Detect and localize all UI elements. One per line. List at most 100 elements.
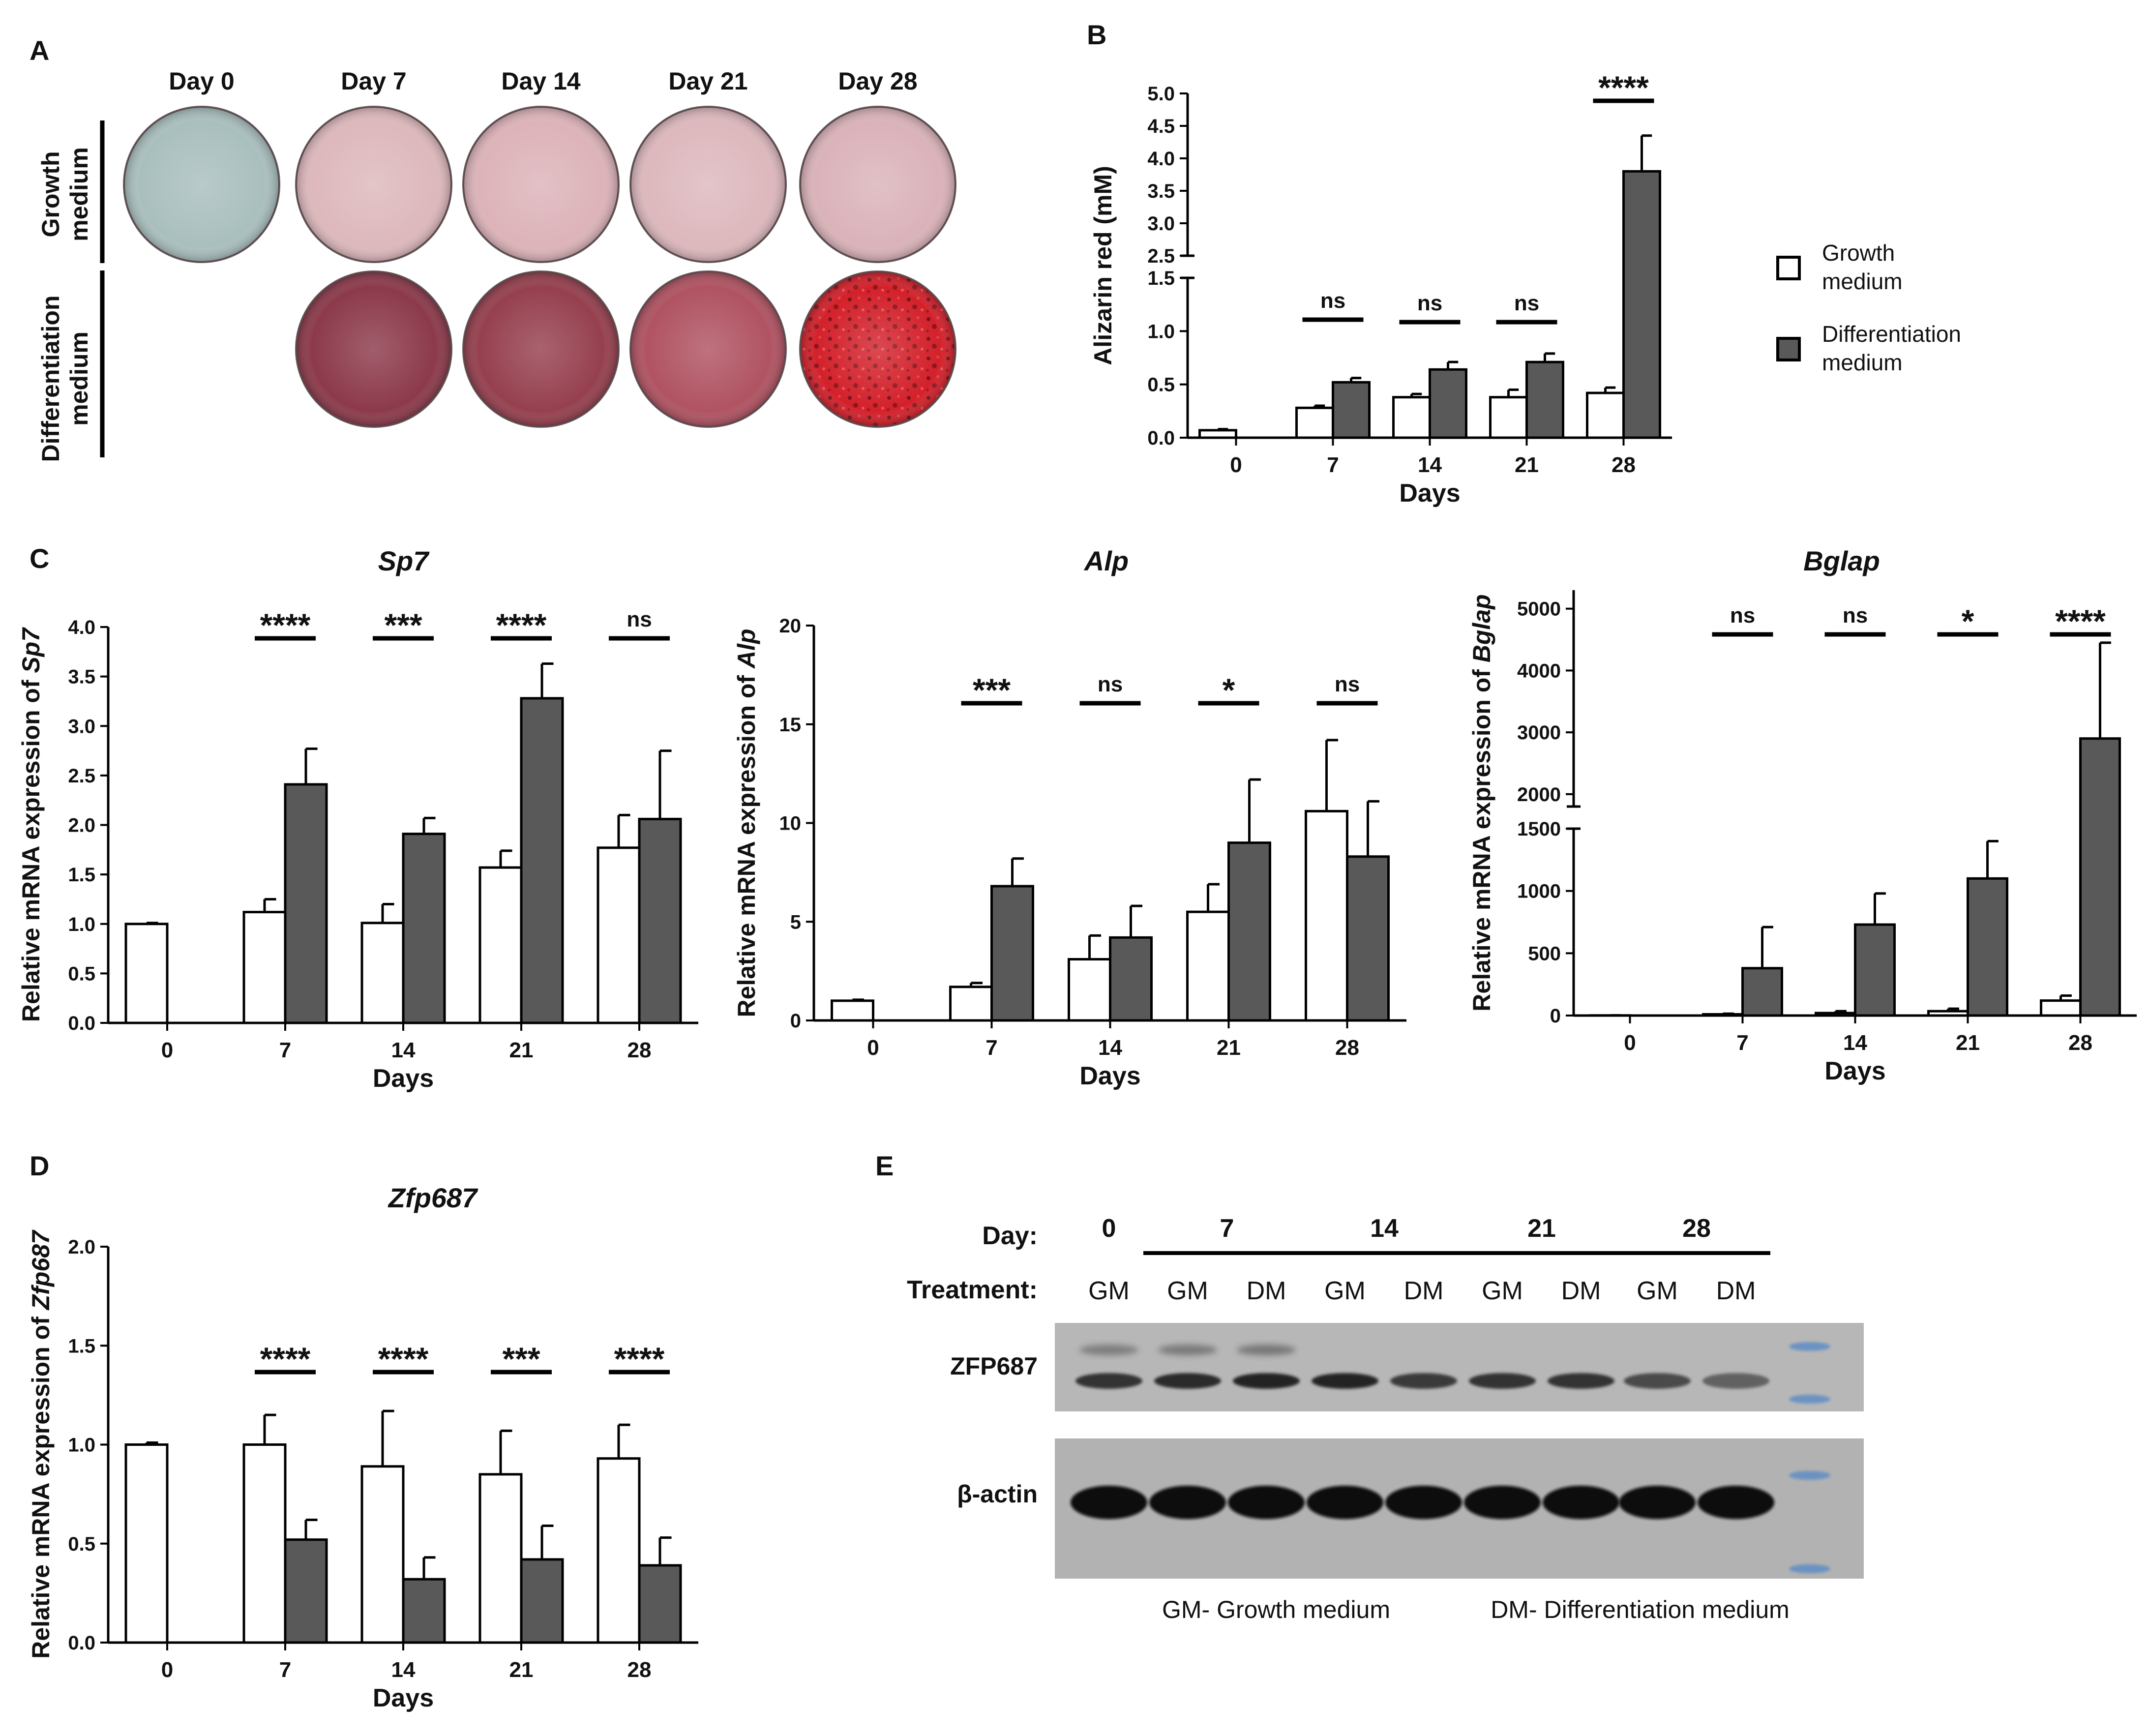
day-header: Day 14 bbox=[501, 67, 580, 95]
y-tick-label: 2.0 bbox=[68, 1236, 95, 1258]
bar-differentiation bbox=[990, 885, 1034, 1022]
bar-growth bbox=[124, 923, 169, 1024]
significance-label: **** bbox=[260, 1341, 311, 1377]
bar-growth bbox=[360, 1465, 405, 1644]
blot-treatment: DM bbox=[1247, 1277, 1286, 1305]
bar-differentiation bbox=[1227, 841, 1271, 1022]
x-tick-label: 7 bbox=[1736, 1031, 1748, 1055]
y-tick-label: 2.5 bbox=[68, 765, 95, 787]
y-axis-label: Relative mRNA expression of Zfp687 bbox=[27, 1229, 55, 1659]
x-axis-label: Days bbox=[373, 1064, 434, 1093]
x-tick-label: 0 bbox=[161, 1038, 173, 1062]
blot-day: 21 bbox=[1527, 1214, 1556, 1243]
band-beta-actin bbox=[1464, 1486, 1541, 1519]
bar-growth bbox=[597, 1457, 641, 1644]
x-tick-label: 7 bbox=[279, 1038, 291, 1062]
significance-label: ns bbox=[1098, 672, 1123, 696]
bar-growth bbox=[1586, 391, 1625, 439]
x-axis-label: Days bbox=[1079, 1062, 1140, 1090]
y-tick-label: 0.0 bbox=[68, 1632, 95, 1654]
x-tick-label: 7 bbox=[1327, 453, 1339, 477]
bar-growth bbox=[1927, 1010, 1969, 1017]
y-tick-label: 4.0 bbox=[68, 617, 95, 638]
culture-well-shade bbox=[800, 107, 955, 262]
bar-growth bbox=[949, 986, 993, 1022]
significance-label: **** bbox=[260, 607, 311, 643]
significance-label: **** bbox=[496, 607, 547, 643]
panel-e-western-blot: Day: Treatment: 0 7 14 21 28 GM GM DM GM DM GM DM GM DM… bbox=[907, 1214, 1864, 1623]
ladder-marker bbox=[1789, 1395, 1830, 1404]
bar-differentiation bbox=[1741, 967, 1783, 1017]
legend: Growth medium Differentiation medium bbox=[1776, 240, 1961, 375]
y-axis-label-text: Relative mRNA expression of bbox=[27, 1310, 55, 1658]
bar-growth bbox=[478, 866, 523, 1024]
significance-label: ns bbox=[1730, 603, 1755, 628]
bar-growth bbox=[360, 922, 405, 1024]
bar-growth bbox=[1186, 910, 1230, 1022]
culture-well-shade bbox=[463, 107, 619, 262]
y-axis-label-gene: Sp7 bbox=[17, 627, 45, 673]
band-zfp687 bbox=[1233, 1373, 1300, 1389]
y-tick-label: 2.0 bbox=[68, 815, 95, 837]
x-tick-label: 14 bbox=[1098, 1036, 1122, 1060]
y-tick-label: 500 bbox=[1528, 943, 1561, 964]
culture-well-shade bbox=[630, 271, 786, 427]
y-tick-label: 3.5 bbox=[68, 666, 95, 688]
x-tick-label: 28 bbox=[1612, 453, 1636, 477]
significance-label: **** bbox=[2055, 603, 2106, 639]
y-tick-label: 0.5 bbox=[68, 1533, 95, 1555]
bar-differentiation bbox=[638, 1564, 682, 1644]
x-tick-label: 0 bbox=[867, 1036, 879, 1060]
culture-well-shade bbox=[296, 271, 451, 427]
row-label: Growthmedium bbox=[37, 147, 93, 241]
blot-treatment: GM bbox=[1482, 1277, 1523, 1305]
blot-treatment: DM bbox=[1561, 1277, 1601, 1305]
legend-label-line: Growth bbox=[1822, 240, 1895, 266]
day-header: Day 21 bbox=[668, 67, 747, 95]
blot-day: 14 bbox=[1370, 1214, 1399, 1243]
bar-differentiation bbox=[520, 697, 564, 1024]
y-tick-label: 0.5 bbox=[68, 963, 95, 985]
x-tick-label: 0 bbox=[1230, 453, 1242, 477]
blot-day-label: Day: bbox=[982, 1222, 1038, 1250]
y-tick-label: 1500 bbox=[1517, 818, 1561, 840]
legend-swatch bbox=[1776, 256, 1801, 280]
x-tick-label: 0 bbox=[1624, 1031, 1636, 1055]
blot-treatment: GM bbox=[1167, 1277, 1208, 1305]
x-tick-label: 21 bbox=[1515, 453, 1539, 477]
y-axis-label-gene: Zfp687 bbox=[27, 1229, 55, 1311]
significance-label: *** bbox=[384, 607, 422, 643]
ladder-marker bbox=[1789, 1342, 1830, 1351]
panel-a-wells: Day 0 Day 7 Day 14 Day 21 Day 28Growthmedium… bbox=[37, 67, 956, 462]
day-header: Day 0 bbox=[169, 67, 234, 95]
bar-growth bbox=[242, 911, 287, 1024]
y-axis-label: Relative mRNA expression of Alp bbox=[733, 629, 760, 1017]
x-tick-label: 21 bbox=[1956, 1031, 1980, 1055]
x-tick-label: 28 bbox=[2068, 1031, 2092, 1055]
panel-d-zfp687-chart: 0.0 0.5 1.0 1.5 2.0 0 7 **** 14 **** 21 *** 28 **** Da… bbox=[27, 1182, 698, 1712]
band-zfp687-upper bbox=[1237, 1345, 1296, 1355]
band-label-zfp687: ZFP687 bbox=[950, 1352, 1038, 1380]
band-beta-actin bbox=[1149, 1486, 1226, 1519]
significance-label: * bbox=[1962, 603, 1974, 639]
row-label-line: Differentiation bbox=[37, 296, 64, 462]
significance-label: **** bbox=[378, 1341, 429, 1377]
culture-well-shade bbox=[800, 271, 955, 427]
significance-label: * bbox=[1223, 672, 1235, 708]
y-tick-label: 1.0 bbox=[68, 914, 95, 935]
y-tick-label: 2000 bbox=[1517, 784, 1561, 806]
panel-c-alp-chart: 0 5 10 15 20 0 7 *** 14 ns 21 * 28 ns Days Relative mRN… bbox=[733, 545, 1406, 1090]
bar-growth bbox=[1489, 396, 1528, 439]
culture-well-shade bbox=[296, 107, 451, 262]
bar-differentiation bbox=[638, 817, 682, 1024]
band-zfp687 bbox=[1469, 1373, 1536, 1389]
bar-growth bbox=[1295, 406, 1334, 439]
x-tick-label: 14 bbox=[1418, 453, 1442, 477]
y-tick-label: 3.0 bbox=[68, 716, 95, 737]
bar-growth bbox=[597, 846, 641, 1024]
panel-b-chart: 0.0 0.5 1.0 1.52.5 3.0 3.5 4.0 4.5 5.0 0 7 ns 14 ns 21… bbox=[1089, 69, 1672, 508]
x-tick-label: 7 bbox=[985, 1036, 997, 1060]
panel-c-bglap-chart: 0 500 1000 1500 2000 3000 4000 5000 0 7 ns 14 ns 21 * 2… bbox=[1468, 545, 2137, 1085]
chart-title: Alp bbox=[1083, 545, 1129, 576]
y-tick-label: 4.5 bbox=[1147, 116, 1175, 137]
